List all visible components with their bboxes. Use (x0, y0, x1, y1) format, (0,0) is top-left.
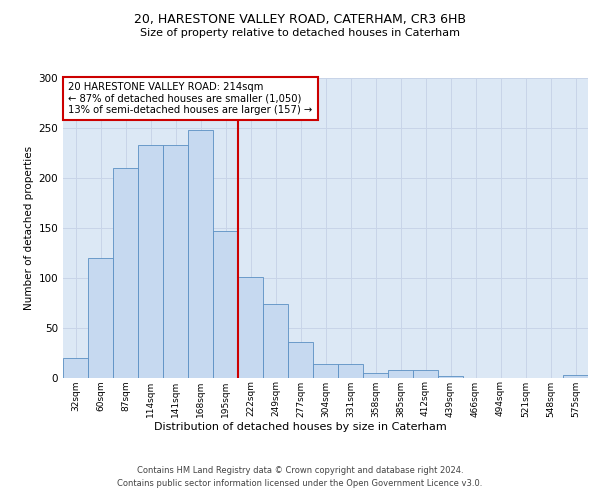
Bar (263, 304, 288, 378)
Text: Distribution of detached houses by size in Caterham: Distribution of detached houses by size … (154, 422, 446, 432)
Bar (138, 144, 163, 378)
Bar (163, 144, 188, 378)
Text: 20 HARESTONE VALLEY ROAD: 214sqm
← 87% of detached houses are smaller (1,050)
13: 20 HARESTONE VALLEY ROAD: 214sqm ← 87% o… (68, 82, 313, 115)
Bar (63, 358, 88, 378)
Bar (113, 168, 138, 378)
Y-axis label: Number of detached properties: Number of detached properties (24, 146, 34, 310)
Bar (313, 364, 338, 378)
Bar (188, 130, 213, 378)
Bar (363, 372, 388, 378)
Bar (238, 276, 263, 378)
Bar (438, 376, 463, 378)
Text: 20, HARESTONE VALLEY ROAD, CATERHAM, CR3 6HB: 20, HARESTONE VALLEY ROAD, CATERHAM, CR3… (134, 12, 466, 26)
Bar (213, 230, 238, 378)
Text: Contains HM Land Registry data © Crown copyright and database right 2024.: Contains HM Land Registry data © Crown c… (137, 466, 463, 475)
Bar (563, 374, 588, 378)
Text: Size of property relative to detached houses in Caterham: Size of property relative to detached ho… (140, 28, 460, 38)
Bar (338, 364, 363, 378)
Bar (413, 370, 438, 378)
Text: Contains public sector information licensed under the Open Government Licence v3: Contains public sector information licen… (118, 479, 482, 488)
Bar (88, 258, 113, 378)
Bar (288, 342, 313, 378)
Bar (388, 370, 413, 378)
